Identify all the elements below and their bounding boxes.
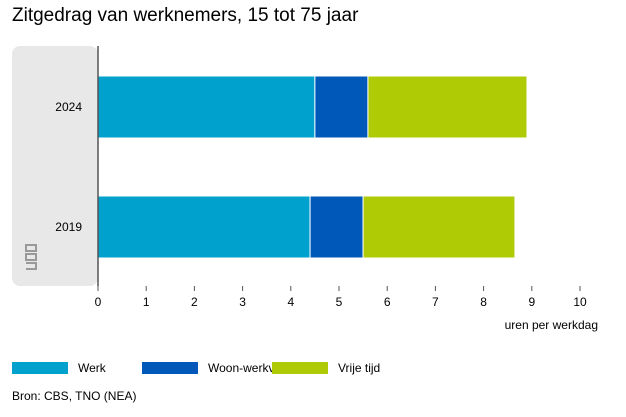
x-tick-label-6: 6 — [384, 295, 391, 309]
legend-swatch-werk — [12, 362, 68, 374]
stacked-bar-chart: 2024 2019 0 1 2 3 4 5 6 7 8 9 10 uren per werkdag — [12, 46, 598, 332]
x-tick-label-9: 9 — [528, 295, 535, 309]
x-tick-label-2: 2 — [191, 295, 198, 309]
category-label-2019: 2019 — [55, 220, 82, 234]
legend-swatch-woon-werkverkeer — [142, 362, 198, 374]
legend-item-werk: Werk — [12, 361, 106, 375]
x-tick-label-7: 7 — [432, 295, 439, 309]
x-tick-label-10: 10 — [573, 295, 587, 309]
legend-swatch-vrije-tijd — [272, 362, 328, 374]
legend-label-vrije-tijd: Vrije tijd — [338, 361, 381, 375]
source-note: Bron: CBS, TNO (NEA) — [12, 389, 137, 403]
x-axis-ticks: 0 1 2 3 4 5 6 7 8 9 10 — [95, 286, 587, 309]
chart-title: Zitgedrag van werknemers, 15 tot 75 jaar — [12, 5, 359, 26]
category-label-2024: 2024 — [55, 100, 82, 114]
bar-2024-woon-werkverkeer — [314, 75, 369, 139]
bar-2019-werk — [97, 195, 311, 259]
x-tick-label-4: 4 — [287, 295, 294, 309]
bars-group — [97, 75, 528, 259]
bar-2019-vrije-tijd — [362, 195, 516, 259]
legend-label-werk: Werk — [78, 361, 106, 375]
x-tick-label-8: 8 — [480, 295, 487, 309]
legend-item-vrije-tijd: Vrije tijd — [272, 361, 380, 375]
x-tick-label-3: 3 — [239, 295, 246, 309]
x-tick-label-5: 5 — [336, 295, 343, 309]
x-tick-label-0: 0 — [95, 295, 102, 309]
bar-2024-werk — [97, 75, 316, 139]
bar-2019-woon-werkverkeer — [309, 195, 364, 259]
category-labels: 2024 2019 — [55, 100, 82, 234]
bar-2024-vrije-tijd — [367, 75, 528, 139]
x-axis-label: uren per werkdag — [505, 318, 598, 332]
cbs-logo — [25, 244, 37, 270]
x-tick-label-1: 1 — [143, 295, 150, 309]
category-band-background — [12, 46, 98, 286]
